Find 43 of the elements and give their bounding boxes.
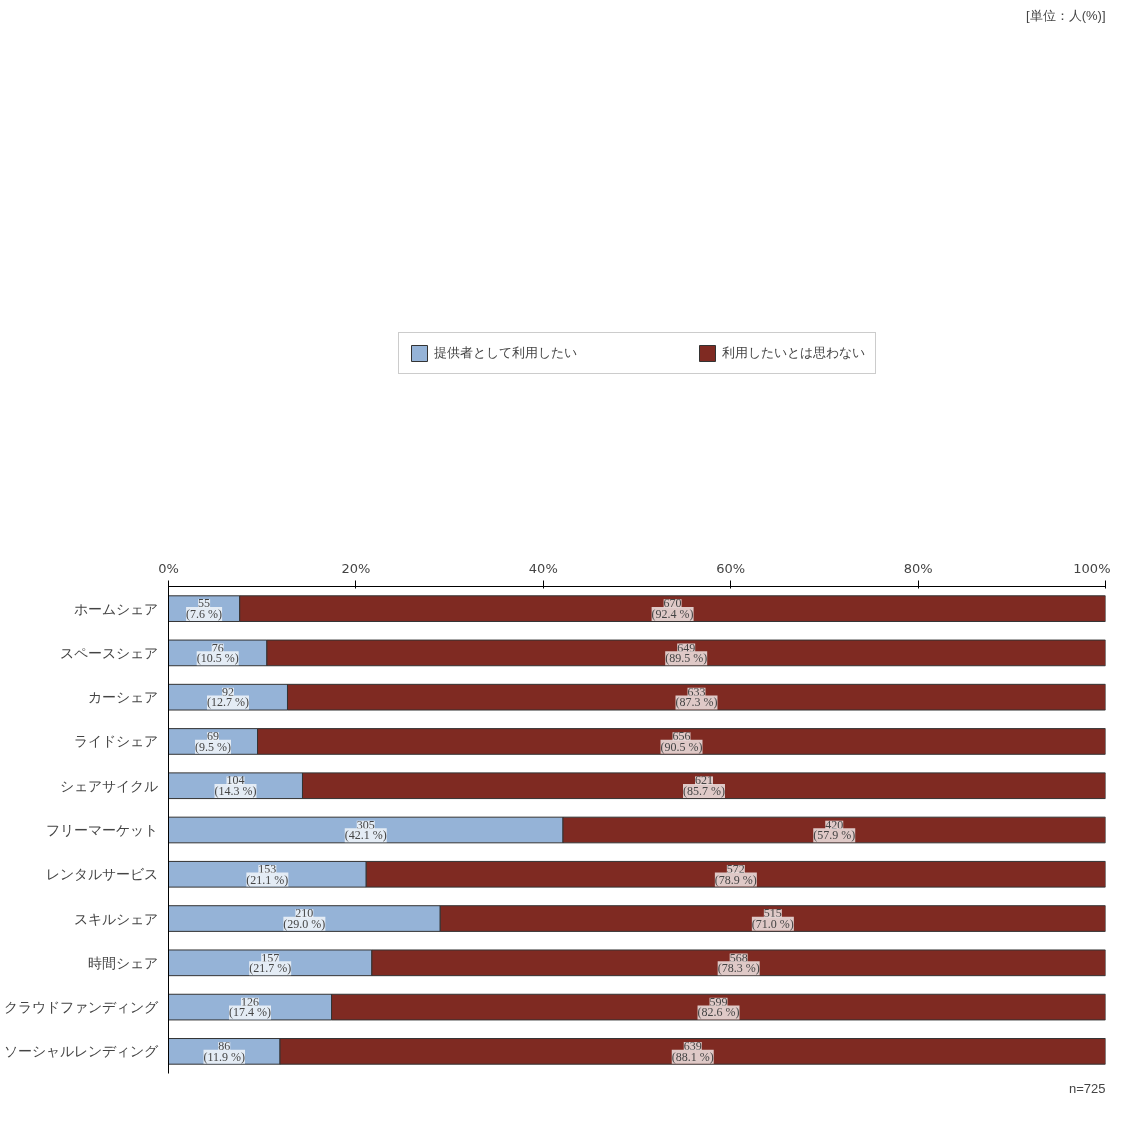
text: 420 (57.9 %) [813, 817, 856, 843]
x-tick-label: 0% [158, 560, 179, 576]
y-tick-label: スペースシェア [59, 644, 158, 661]
text: n=725 [1068, 1080, 1106, 1096]
text: 76 (10.5 %) [196, 640, 239, 666]
x-tick-label: 20% [341, 560, 371, 576]
y-tick-label: フリーマーケット [45, 822, 158, 838]
y-tick-label: クラウドファンディング [3, 999, 159, 1016]
text: 670 (92.4 %) [651, 596, 694, 621]
text: 305 (42.1 %) [344, 817, 387, 843]
text: 515 (71.0 %) [751, 906, 794, 931]
y-tick-label: ライドシェア [73, 733, 158, 750]
text: 572 (78.9 %) [714, 861, 757, 887]
y-tick-label: シェアサイクル [59, 777, 158, 794]
text: 157 (21.7 %) [249, 950, 292, 976]
text: 621 (85.7 %) [683, 773, 725, 799]
text: 633 (87.3 %) [675, 684, 718, 710]
y-tick-label: スキルシェア [73, 910, 158, 927]
y-tick-label: カーシェア [87, 689, 158, 706]
text: 649 (89.5 %) [665, 640, 708, 666]
text: 599 (82.6 %) [697, 994, 740, 1020]
y-tick-label: 時間シェア [87, 954, 158, 971]
text: 69 (9.5 %) [195, 729, 232, 754]
x-tick-label: 80% [903, 560, 933, 576]
text: 92 (12.7 %) [207, 684, 250, 710]
text: 656 (90.5 %) [660, 729, 703, 754]
x-tick-label: 40% [528, 560, 558, 576]
y-tick-label: ソーシャルレンディング [3, 1043, 159, 1060]
x-tick-label: 100% [1073, 560, 1111, 576]
text: 568 (78.3 %) [717, 950, 760, 976]
text: 126 (17.4 %) [229, 994, 272, 1020]
text: 104 (14.3 %) [214, 773, 257, 799]
legend-label: 利用したいとは思わない [721, 344, 865, 362]
text: [単位：人(%)] [1026, 7, 1106, 23]
text: 153 (21.1 %) [246, 861, 289, 887]
text: 639 (88.1 %) [671, 1039, 714, 1064]
y-tick-label: ホームシェア [73, 600, 158, 617]
legend-label: 提供者として利用したい [433, 344, 577, 362]
text: 86 (11.9 %) [203, 1039, 246, 1064]
x-tick-label: 60% [716, 560, 746, 576]
y-tick-label: レンタルサービス [45, 866, 158, 883]
text: 55 (7.6 %) [186, 596, 223, 621]
text: 210 (29.0 %) [283, 906, 326, 931]
